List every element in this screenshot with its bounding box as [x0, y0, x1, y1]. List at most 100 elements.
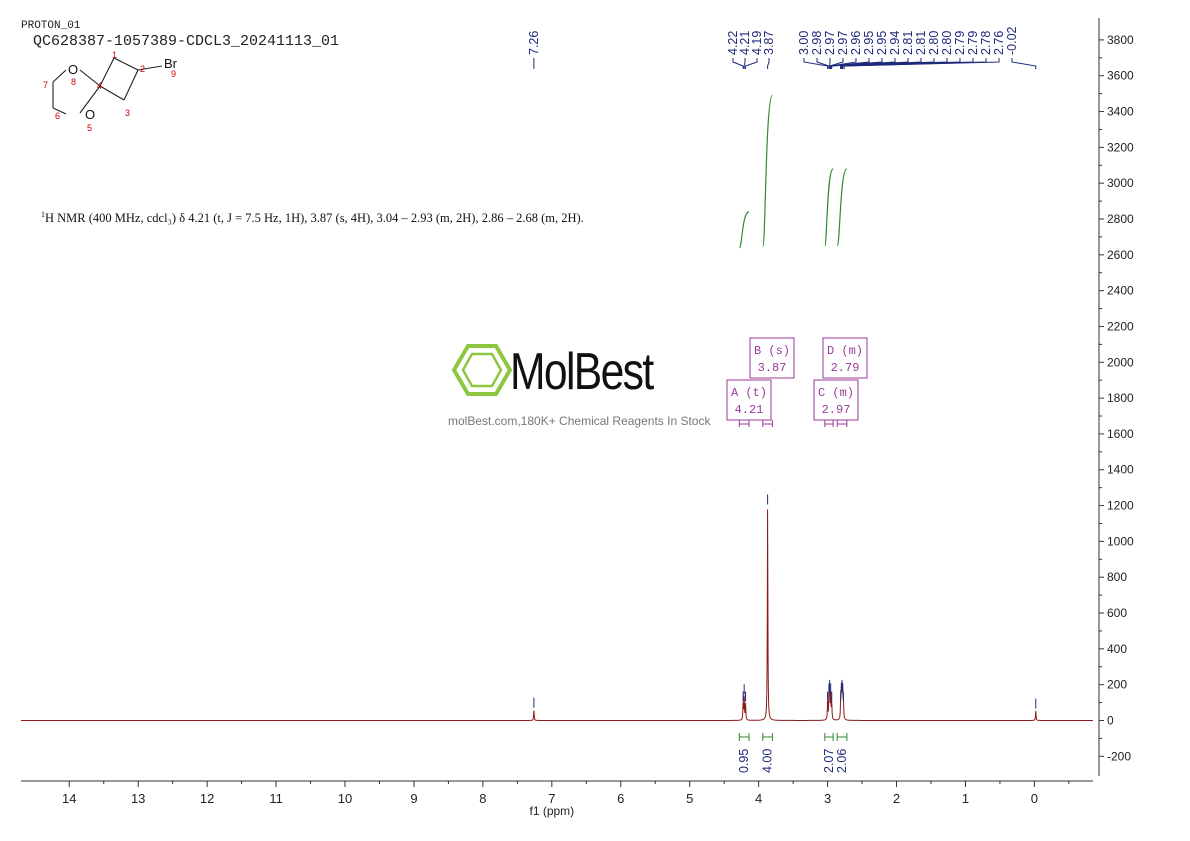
x-tick-label: 6: [617, 791, 624, 806]
y-tick-label: 2600: [1107, 248, 1134, 262]
x-tick-label: 4: [755, 791, 762, 806]
x-tick-label: 5: [686, 791, 693, 806]
x-tick-label: 13: [131, 791, 145, 806]
peak-label: 2.81: [914, 31, 928, 55]
x-tick-label: 12: [200, 791, 214, 806]
peak-leader: [745, 58, 758, 69]
peak-label: 2.80: [927, 31, 941, 55]
y-tick-label: 200: [1107, 678, 1127, 692]
peak-label: 7.26: [527, 31, 541, 55]
atom-num-9: 9: [171, 69, 176, 79]
y-tick-label: 2200: [1107, 319, 1134, 333]
y-tick-label: 2400: [1107, 284, 1134, 298]
molbest-logo-icon: [451, 344, 513, 396]
y-tick-label: 1800: [1107, 391, 1134, 405]
spectrum-line: [21, 509, 1093, 721]
y-tick-label: 2000: [1107, 355, 1134, 369]
bond: [79, 85, 101, 114]
peak-label: 4.21: [738, 31, 752, 55]
integral-value: 0.95: [737, 749, 751, 773]
multiplet-label: D (m): [827, 344, 863, 358]
peak-leader: [767, 58, 770, 69]
x-tick-label: 1: [962, 791, 969, 806]
peak-label: 4.19: [750, 31, 764, 55]
multiplet-range: [836, 420, 848, 427]
multiplet-shift: 2.97: [822, 403, 851, 417]
atom-o5: O: [85, 107, 95, 122]
integral-value: 2.07: [822, 749, 836, 773]
integral-curve: [762, 94, 774, 248]
peak-leader: [803, 58, 829, 69]
multiplet-range: [824, 420, 834, 427]
y-tick-label: 1000: [1107, 534, 1134, 548]
bond: [52, 69, 67, 83]
x-tick-label: 8: [479, 791, 486, 806]
integral-curve: [824, 168, 834, 247]
integral-value: 2.06: [835, 749, 849, 773]
experiment-label: PROTON_01: [21, 20, 81, 32]
x-tick-label: 10: [338, 791, 352, 806]
x-tick-label: 2: [893, 791, 900, 806]
integral-curve: [738, 211, 750, 249]
y-tick-label: 3600: [1107, 69, 1134, 83]
y-tick-label: 600: [1107, 606, 1127, 620]
peak-leader: [843, 58, 1000, 69]
nmr-description: 1H NMR (400 MHz, cdcl₃) δ 4.21 (t, J = 7…: [41, 206, 601, 227]
integral-value: 4.00: [761, 749, 775, 773]
peak-leader: [816, 58, 830, 69]
bond: [123, 69, 139, 101]
bond: [79, 69, 101, 87]
atom-num-6: 6: [55, 111, 60, 121]
peak-label: 2.78: [979, 31, 993, 55]
y-tick-label: 3000: [1107, 176, 1134, 190]
nmr-description-sup: 1: [41, 210, 45, 219]
peak-leader: [831, 58, 896, 69]
atom-num-1: 1: [112, 50, 117, 60]
x-axis-label: f1 (ppm): [529, 804, 574, 818]
peak-label: 2.95: [862, 31, 876, 55]
y-tick-label: 1200: [1107, 499, 1134, 513]
x-tick-label: 0: [1031, 791, 1038, 806]
atom-num-4: 4: [97, 81, 102, 91]
peak-label: 3.87: [762, 31, 776, 55]
bond: [137, 65, 163, 71]
y-tick-label: 3200: [1107, 140, 1134, 154]
peak-leader: [829, 58, 857, 69]
multiplet-shift: 4.21: [735, 403, 764, 417]
y-tick-label: 400: [1107, 642, 1127, 656]
multiplet-box: [813, 379, 859, 421]
multiplet-range: [762, 420, 773, 427]
peak-label: 2.81: [901, 31, 915, 55]
peak-label: -0.02: [1005, 26, 1019, 55]
y-tick-label: 0: [1107, 713, 1114, 727]
molecule-structure: [52, 57, 163, 115]
integral-bracket: [738, 733, 750, 741]
peak-leader: [743, 58, 746, 69]
y-tick-label: 3800: [1107, 33, 1134, 47]
y-tick-label: 800: [1107, 570, 1127, 584]
peak-leader: [732, 58, 744, 69]
bond: [113, 57, 139, 71]
atom-num-2: 2: [140, 64, 145, 74]
peak-label: 2.97: [836, 31, 850, 55]
y-tick-label: 1600: [1107, 427, 1134, 441]
x-tick-label: 3: [824, 791, 831, 806]
peak-label: 2.94: [888, 31, 902, 55]
peak-label: 2.97: [823, 31, 837, 55]
x-tick-label: 9: [410, 791, 417, 806]
peak-label: 2.76: [992, 31, 1006, 55]
y-tick-label: 1400: [1107, 463, 1134, 477]
sample-title: QC628387-1057389-CDCL3_20241113_01: [33, 33, 340, 50]
peak-label: 2.95: [875, 31, 889, 55]
y-tick-label: -200: [1107, 749, 1131, 763]
integral-bracket: [824, 733, 834, 741]
peak-label: 2.80: [940, 31, 954, 55]
bond: [99, 57, 115, 87]
bond: [99, 85, 125, 101]
peak-leader: [1011, 58, 1037, 69]
x-tick-label: 11: [269, 791, 283, 806]
peak-label: 2.79: [953, 31, 967, 55]
multiplet-label: A (t): [731, 386, 767, 400]
